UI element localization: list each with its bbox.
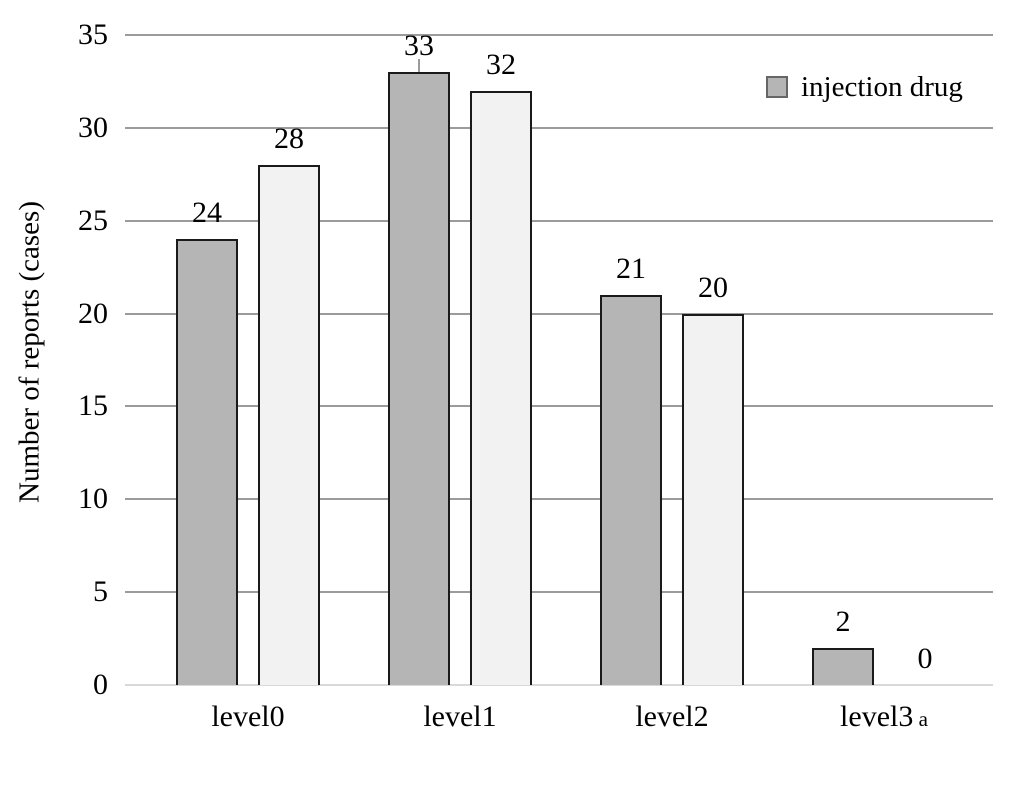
legend-swatch-injection-drug bbox=[766, 76, 788, 98]
bar-value-label-level1-series0: 33 bbox=[404, 29, 434, 63]
gridline bbox=[125, 498, 993, 501]
footnote-marker: a bbox=[913, 707, 928, 731]
bar-value-label-level2-series1: 20 bbox=[698, 270, 728, 304]
gridline bbox=[125, 312, 993, 315]
legend-label-injection-drug: injection drug bbox=[801, 71, 963, 103]
bar-value-label-level1-series1: 32 bbox=[486, 47, 516, 81]
x-tick-text: level1 bbox=[423, 700, 497, 733]
legend: injection drug bbox=[766, 72, 963, 102]
y-tick-label: 15 bbox=[78, 389, 108, 423]
y-tick-label: 35 bbox=[78, 18, 108, 51]
y-tick-label: 5 bbox=[93, 575, 108, 609]
label-leader-tick bbox=[418, 59, 420, 73]
bar-level0-series1 bbox=[258, 165, 320, 685]
y-tick-label: 20 bbox=[78, 296, 108, 330]
bar-level0-series0 bbox=[176, 239, 238, 685]
x-tick-label-level2: level2 bbox=[566, 698, 778, 736]
x-axis-baseline bbox=[125, 684, 993, 686]
plot-area: 24 28 33 32 21 20 2 0 bbox=[125, 29, 993, 686]
y-tick-label: 30 bbox=[78, 110, 108, 144]
gridline bbox=[125, 126, 993, 129]
bar-level1-series1 bbox=[470, 90, 532, 685]
x-tick-label-level1: level1 bbox=[354, 698, 566, 736]
bar-value-label-level0-series0: 24 bbox=[192, 196, 222, 230]
y-tick-label: 10 bbox=[78, 482, 108, 516]
gridline bbox=[125, 405, 993, 408]
x-tick-label-level3: level3 a bbox=[778, 698, 990, 736]
y-axis-title: Number of reports (cases) bbox=[13, 201, 46, 503]
bar-value-label-level0-series1: 28 bbox=[274, 122, 304, 155]
bar-level2-series1 bbox=[682, 313, 744, 685]
x-tick-text: level2 bbox=[635, 700, 709, 733]
x-tick-text: level0 bbox=[211, 700, 285, 733]
gridline bbox=[125, 34, 993, 36]
x-tick-text: level3 bbox=[840, 700, 914, 733]
gridline bbox=[125, 591, 993, 594]
gridline bbox=[125, 219, 993, 222]
y-tick-label: 0 bbox=[93, 668, 108, 701]
bar-level2-series0 bbox=[600, 295, 662, 685]
y-tick-label: 25 bbox=[78, 203, 108, 237]
x-tick-label-level0: level0 bbox=[142, 698, 354, 736]
bar-value-label-level2-series0: 21 bbox=[616, 252, 646, 285]
bar-value-label-level3-series0: 2 bbox=[835, 604, 851, 638]
bar-level1-series0 bbox=[388, 72, 450, 685]
bar-level3-series0 bbox=[812, 647, 874, 685]
bar-value-label-level3-series1: 0 bbox=[917, 642, 933, 675]
